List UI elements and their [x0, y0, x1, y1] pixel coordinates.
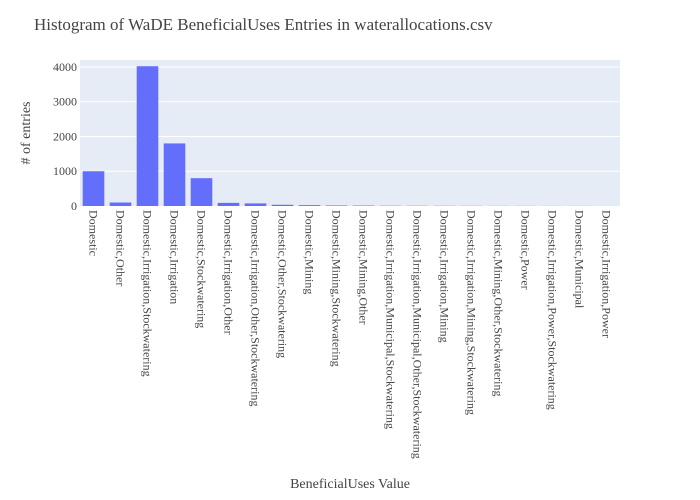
chart-title: Histogram of WaDE BeneficialUses Entries…: [34, 15, 493, 34]
x-tick-label: Domestic,Stockwatering: [195, 210, 209, 328]
x-tick-label: Domestic,Irrigation,Mining,Stockwatering: [465, 210, 479, 415]
bar-8: [298, 205, 321, 206]
x-tick-label: Domestic,Irrigation,Other,Stockwatering: [249, 210, 263, 406]
y-tick-label: 1000: [53, 164, 77, 178]
x-tick-label: Domestic,Power: [519, 210, 533, 290]
bars: [82, 66, 618, 206]
bar-2: [136, 66, 159, 206]
x-tick-label: Domestic,Irrigation,Power,Stockwatering: [546, 210, 560, 410]
x-tick-label: Domestic,Mining: [303, 210, 317, 294]
x-tick-label: Domestic,Mining,Other,Stockwatering: [492, 210, 506, 397]
x-tick-label: Domestic,Other,Stockwatering: [276, 210, 290, 358]
y-axis-title: # of entries: [19, 102, 34, 165]
x-tick-label: Domestic,Mining,Other: [357, 210, 371, 325]
x-tick-label: Domestic,Irrigation: [168, 210, 182, 304]
y-tick-label: 3000: [53, 95, 77, 109]
bar-1: [109, 202, 132, 206]
bar-3: [163, 143, 186, 206]
x-tick-label: Domestic,Irrigation,Municipal,Other,Stoc…: [411, 210, 425, 459]
x-tick-label: Domestic: [87, 210, 101, 256]
x-tick-label: Domestic,Other: [114, 210, 128, 286]
bar-9: [325, 205, 348, 206]
grid-lines: [80, 66, 620, 172]
x-tick-label: Domestic,Municipal: [573, 210, 587, 309]
x-axis-title: BeneficialUses Value: [290, 477, 410, 492]
y-tick-labels: 0 1000 2000 3000 4000: [53, 60, 77, 213]
bar-4: [190, 178, 213, 206]
x-tick-label: Domestic,Irrigation,Mining: [438, 210, 452, 343]
x-tick-label: Domestic,Irrigation,Other: [222, 210, 236, 335]
x-tick-label: Domestic,Mining,Stockwatering: [330, 210, 344, 367]
plot-background: [80, 60, 620, 206]
x-tick-label: Domestic,Irrigation,Municipal,Stockwater…: [384, 210, 398, 429]
y-tick-label: 0: [71, 199, 77, 213]
bar-7: [271, 204, 294, 206]
y-tick-label: 4000: [53, 60, 77, 74]
bar-6: [244, 203, 267, 206]
bar-5: [217, 202, 240, 206]
y-tick-label: 2000: [53, 129, 77, 143]
x-tick-label: Domestic,Irrigation,Stockwatering: [141, 210, 155, 377]
x-tick-label: Domestic,Irrigation,Power: [600, 210, 614, 338]
bar-0: [82, 171, 105, 206]
x-tick-labels: Domestic Domestic,Other Domestic,Irrigatio…: [87, 210, 614, 459]
